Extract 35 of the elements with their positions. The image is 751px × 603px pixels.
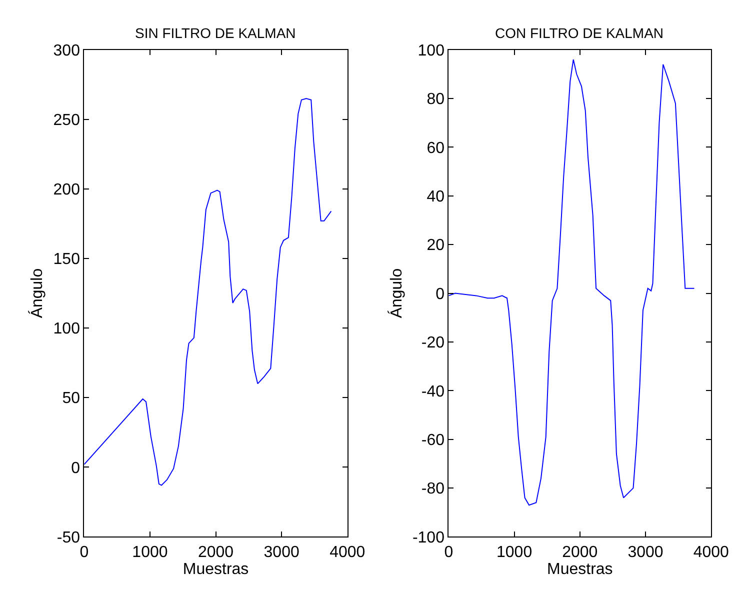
y-tick-label: -20 (421, 334, 445, 352)
x-tick-label: 1000 (132, 544, 168, 561)
y-tick-label: 250 (53, 112, 80, 129)
y-tick-label: -60 (421, 432, 445, 449)
y-tick-label: 0 (71, 460, 80, 477)
y-tick-label: -80 (421, 480, 445, 498)
y-tick-label: 100 (53, 320, 80, 338)
y-tick-label: 0 (436, 286, 445, 303)
y-axis-title: Ángulo (387, 268, 406, 318)
y-tick-label: 100 (418, 42, 445, 60)
x-tick-label: 4000 (693, 544, 730, 561)
y-tick-label: -50 (56, 529, 80, 546)
y-tick-label: 150 (53, 251, 80, 268)
x-tick-label: 4000 (330, 544, 366, 561)
y-tick-label: 20 (426, 237, 445, 254)
line-series (448, 59, 695, 506)
y-tick-label: -40 (421, 383, 445, 400)
y-tick-label: 300 (53, 42, 80, 60)
y-tick-label: 40 (426, 188, 445, 206)
chart-title: CON FILTRO DE KALMAN (495, 25, 664, 41)
x-tick-label: 1000 (496, 544, 532, 561)
x-tick-label: 2000 (562, 544, 598, 561)
y-tick-label: -100 (412, 529, 445, 546)
y-axis-title: Ángulo (28, 268, 46, 318)
x-tick-label: 3000 (628, 544, 664, 561)
x-tick-label: 2000 (198, 544, 234, 561)
line-series (84, 98, 332, 486)
chart-title: SIN FILTRO DE KALMAN (135, 25, 296, 41)
y-tick-label: 200 (53, 182, 80, 199)
x-tick-label: 3000 (264, 544, 300, 561)
y-tick-label: 80 (426, 91, 445, 108)
x-axis-title: Muestras (547, 560, 613, 578)
y-tick-label: 60 (426, 140, 445, 157)
x-axis-title: Muestras (182, 560, 249, 578)
y-tick-label: 50 (62, 390, 80, 408)
